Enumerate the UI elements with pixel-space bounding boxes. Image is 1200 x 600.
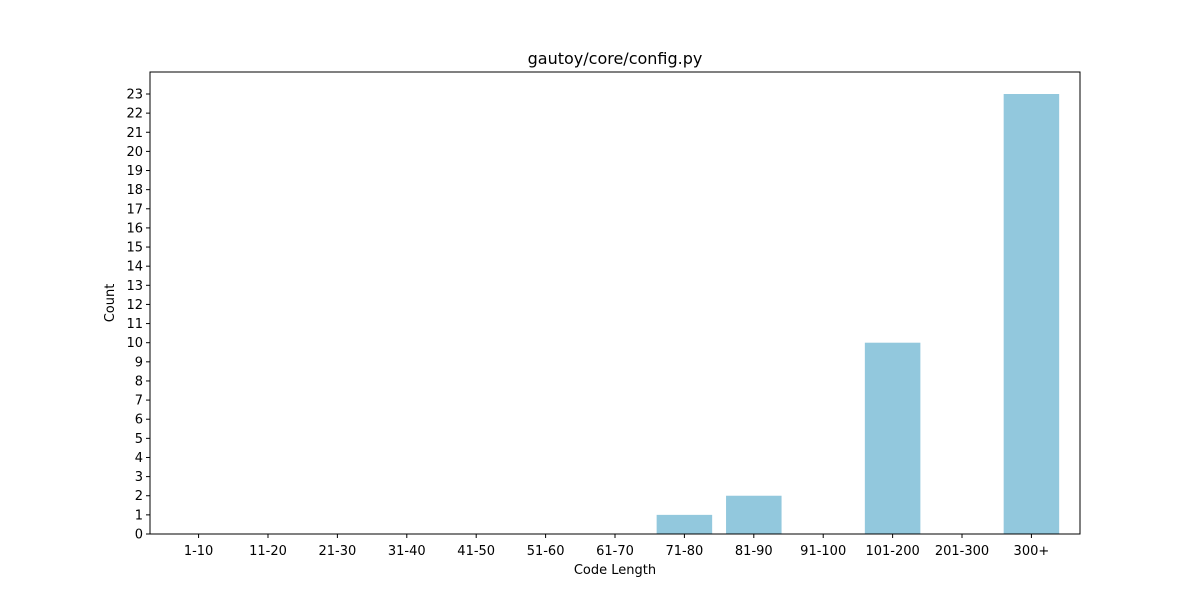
- y-tick-label: 7: [135, 394, 143, 409]
- x-tick-label: 91-100: [800, 544, 846, 559]
- x-tick-label: 81-90: [735, 544, 773, 559]
- y-tick-label: 13: [126, 279, 143, 294]
- x-tick-label: 41-50: [457, 544, 495, 559]
- x-tick-label: 21-30: [318, 544, 356, 559]
- x-tick-label: 101-200: [865, 544, 919, 559]
- x-tick-label: 1-10: [184, 544, 214, 559]
- y-tick-label: 16: [126, 221, 143, 236]
- x-tick-label: 300+: [1014, 544, 1050, 559]
- y-tick-label: 4: [135, 451, 143, 466]
- y-tick-label: 9: [135, 355, 143, 370]
- y-tick-label: 2: [135, 489, 143, 504]
- y-axis-title: Count: [103, 284, 118, 323]
- x-tick-label: 51-60: [527, 544, 565, 559]
- x-tick-label: 31-40: [388, 544, 426, 559]
- y-tick-label: 8: [135, 374, 143, 389]
- bar-101-200: [864, 342, 921, 534]
- bar-71-80: [656, 514, 713, 534]
- y-tick-label: 10: [126, 336, 143, 351]
- plot-frame: [149, 71, 1081, 535]
- x-tick-label: 71-80: [666, 544, 704, 559]
- x-axis-ticks: 1-10 11-20 21-30 31-40 41-50 51-60 61-70 71-80 8…: [184, 534, 1049, 559]
- y-tick-label: 19: [126, 164, 143, 179]
- y-tick-label: 5: [135, 432, 143, 447]
- chart-title: gautoy/core/config.py: [528, 49, 703, 68]
- y-tick-label: 18: [126, 183, 143, 198]
- x-axis-title: Code Length: [574, 563, 656, 578]
- bars-group: [656, 94, 1060, 534]
- y-tick-label: 6: [135, 413, 143, 428]
- y-tick-label: 15: [126, 241, 143, 256]
- y-tick-label: 0: [135, 528, 143, 543]
- y-tick-label: 3: [135, 470, 143, 485]
- x-tick-label: 61-70: [596, 544, 634, 559]
- y-tick-label: 14: [126, 260, 143, 275]
- y-tick-label: 1: [135, 508, 143, 523]
- y-tick-label: 12: [126, 298, 143, 313]
- bar-300+: [1003, 94, 1060, 534]
- y-tick-label: 22: [126, 107, 143, 122]
- bar-81-90: [726, 495, 782, 534]
- y-tick-label: 21: [126, 126, 143, 141]
- y-tick-label: 20: [126, 145, 143, 160]
- y-tick-label: 17: [126, 202, 143, 217]
- y-tick-label: 11: [126, 317, 143, 332]
- y-tick-label: 23: [126, 88, 143, 103]
- x-tick-label: 201-300: [935, 544, 989, 559]
- x-tick-label: 11-20: [249, 544, 287, 559]
